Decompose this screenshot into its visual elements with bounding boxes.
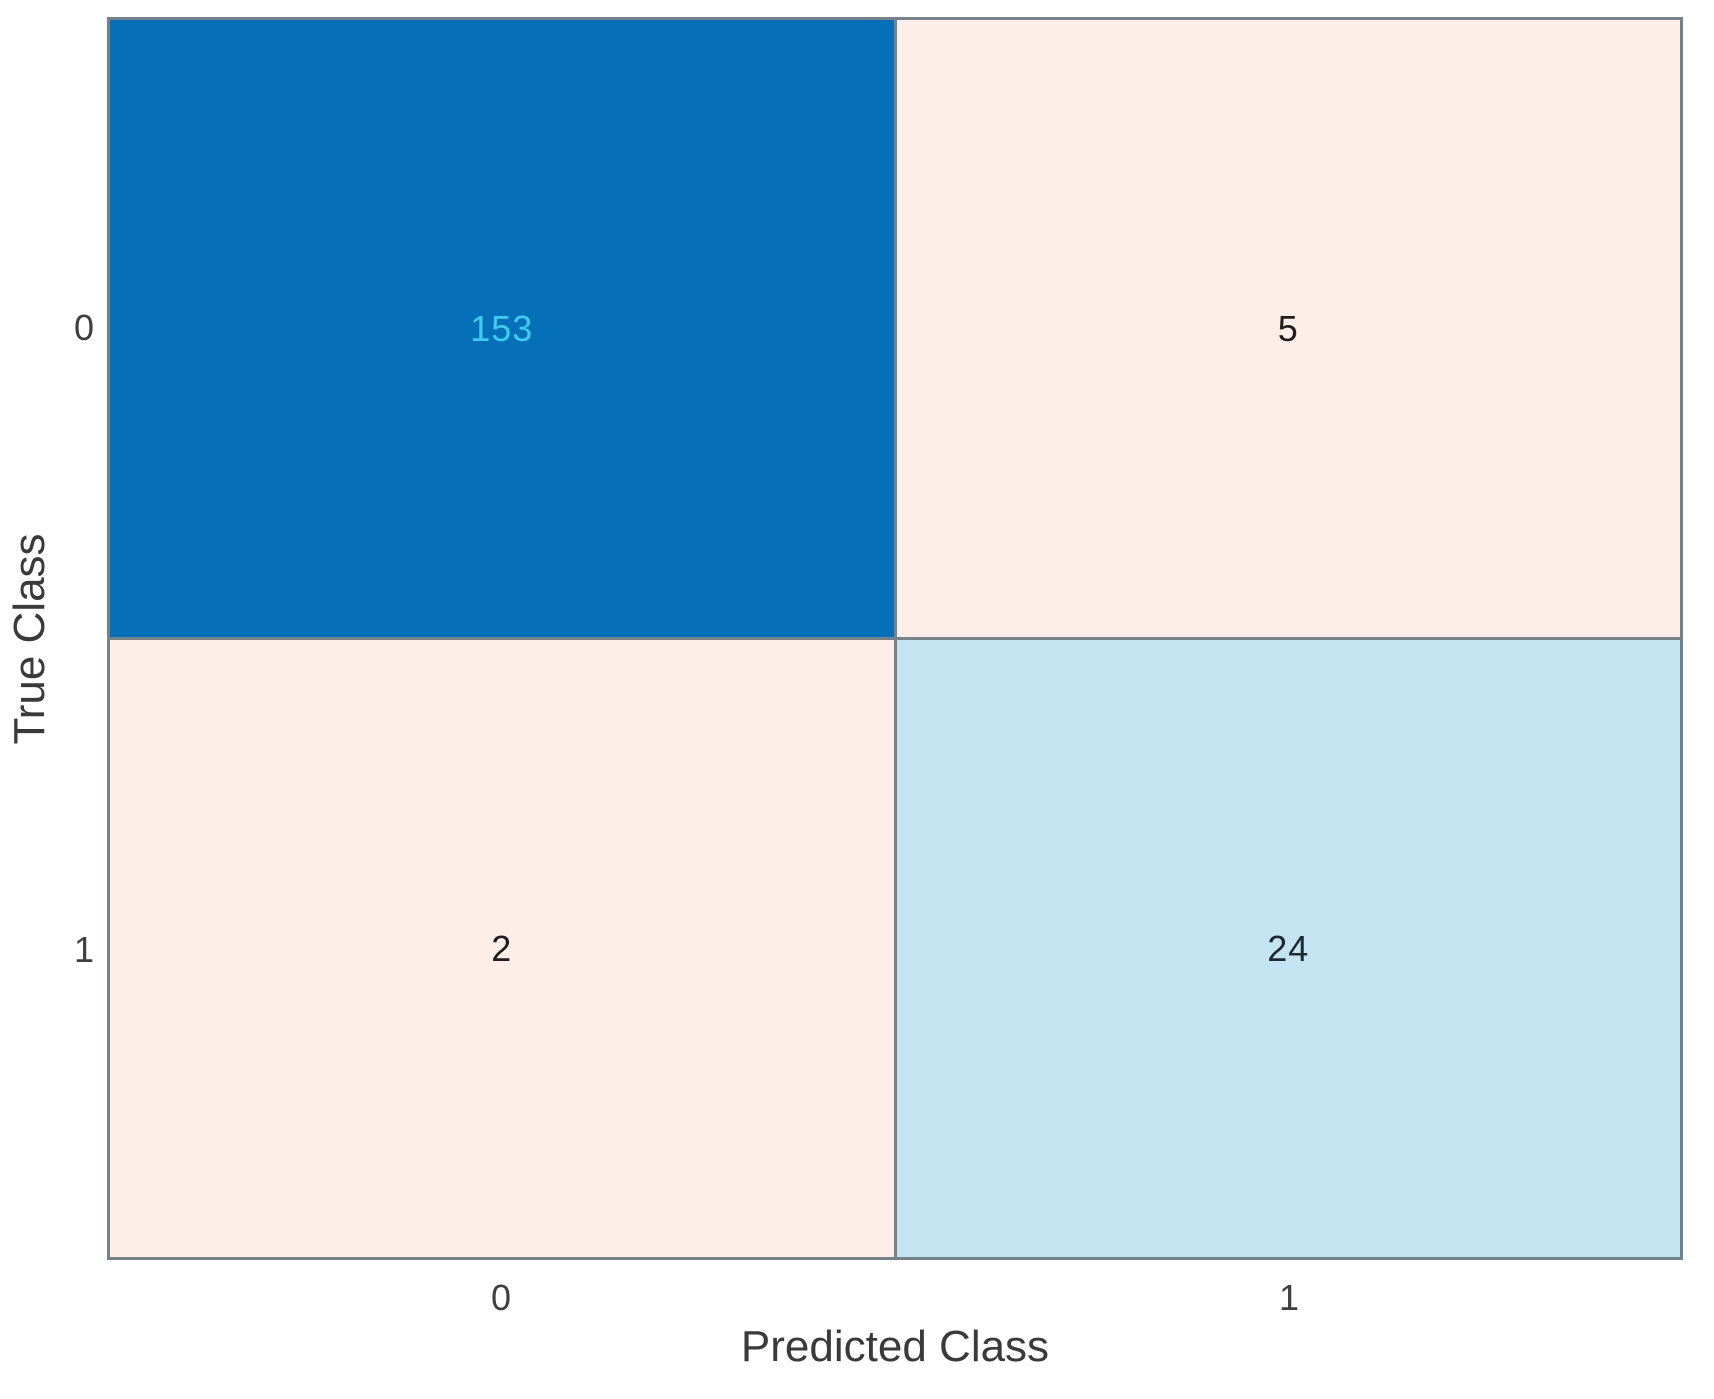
- confusion-matrix-grid: 153 5 2 24: [107, 17, 1683, 1260]
- y-tick-label-0: 0: [73, 307, 94, 348]
- cell-value-true0-pred1: 5: [1277, 307, 1299, 349]
- x-tick-label-1: 1: [1278, 1277, 1300, 1318]
- cell-value-true1-pred1: 24: [1267, 927, 1310, 969]
- cell-true1-pred0: 2: [110, 640, 894, 1257]
- x-tick-label-0: 0: [490, 1277, 512, 1318]
- cell-true1-pred1: 24: [896, 640, 1680, 1257]
- cell-true0-pred1: 5: [896, 20, 1680, 637]
- x-axis-label: Predicted Class: [740, 1322, 1050, 1371]
- cell-value-true0-pred0: 153: [470, 307, 534, 349]
- y-axis-label: True Class: [5, 533, 54, 745]
- y-tick-label-1: 1: [73, 929, 94, 970]
- cell-value-true1-pred0: 2: [491, 927, 513, 969]
- cell-true0-pred0: 153: [110, 20, 894, 637]
